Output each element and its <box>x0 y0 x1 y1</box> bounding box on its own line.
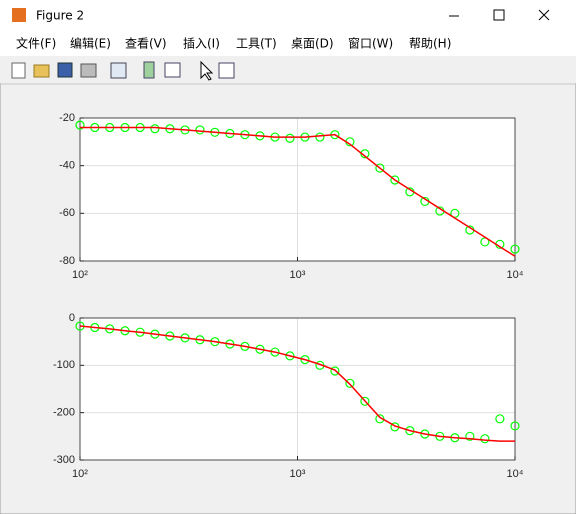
data-line <box>80 126 516 257</box>
menu-item[interactable]: 文件(F) <box>16 36 56 51</box>
data-point <box>480 434 490 444</box>
data-point <box>330 366 340 376</box>
colorbar-icon[interactable] <box>143 61 155 79</box>
data-line <box>79 325 515 442</box>
legend-icon[interactable] <box>164 62 181 78</box>
data-point <box>75 120 85 130</box>
menu-item[interactable]: 插入(I) <box>183 37 220 51</box>
data-point <box>285 351 295 361</box>
print-icon[interactable] <box>80 63 97 78</box>
x-tick-label: 10³ <box>290 269 306 281</box>
menu-item[interactable]: 窗口(W) <box>348 37 393 51</box>
open-icon[interactable] <box>33 64 50 78</box>
property-icon[interactable] <box>218 62 235 79</box>
menu-item[interactable]: 工具(T) <box>236 37 277 51</box>
menu-bar <box>0 31 576 56</box>
data-point <box>510 421 520 431</box>
menu-item[interactable]: 编辑(E) <box>70 36 111 51</box>
pointer-icon[interactable] <box>200 60 214 81</box>
data-point <box>495 414 505 424</box>
data-point <box>195 125 205 135</box>
y-tick-label: -200 <box>53 407 75 419</box>
data-point <box>405 426 415 436</box>
new-icon[interactable] <box>11 62 26 79</box>
title-bar <box>0 0 576 31</box>
x-tick-label: 10⁴ <box>507 468 524 480</box>
toolbar-icons <box>11 60 235 81</box>
link-icon[interactable] <box>110 62 127 79</box>
data-point <box>465 431 475 441</box>
x-tick-label: 10³ <box>290 468 306 480</box>
y-tick-label: -300 <box>53 454 75 466</box>
x-tick-label: 10⁴ <box>507 269 524 281</box>
save-icon[interactable] <box>57 62 73 78</box>
x-tick-label: 10² <box>72 468 88 480</box>
data-point <box>285 133 295 143</box>
menu-item[interactable]: 查看(V) <box>125 37 167 51</box>
y-tick-label: -100 <box>53 359 75 371</box>
axes-box <box>79 117 516 262</box>
menu-item[interactable]: 帮助(H) <box>409 37 451 51</box>
data-point <box>345 378 355 388</box>
data-point <box>510 244 520 254</box>
axes-box <box>79 317 516 461</box>
data-point <box>300 355 310 365</box>
y-tick-label: -20 <box>59 112 75 124</box>
data-point <box>390 175 400 185</box>
app-icon <box>12 8 26 22</box>
data-point <box>375 163 385 173</box>
window-title: Figure 2 <box>36 9 84 23</box>
data-point <box>315 132 325 142</box>
y-tick-label: -40 <box>59 160 75 172</box>
data-point <box>150 124 160 134</box>
menu: 文件(F) 编辑(E) 查看(V) 插入(I) 工具(T) 桌面(D) 窗口(W) 帮助(H) <box>16 36 451 51</box>
maximize-button[interactable] <box>493 9 505 21</box>
close-button[interactable] <box>538 9 550 21</box>
menu-item[interactable]: 桌面(D) <box>291 37 334 51</box>
data-point <box>360 396 370 406</box>
y-tick-label: -60 <box>59 207 75 219</box>
y-tick-label: 0 <box>69 312 75 324</box>
y-tick-label: -80 <box>59 255 75 267</box>
x-tick-label: 10² <box>72 269 88 281</box>
